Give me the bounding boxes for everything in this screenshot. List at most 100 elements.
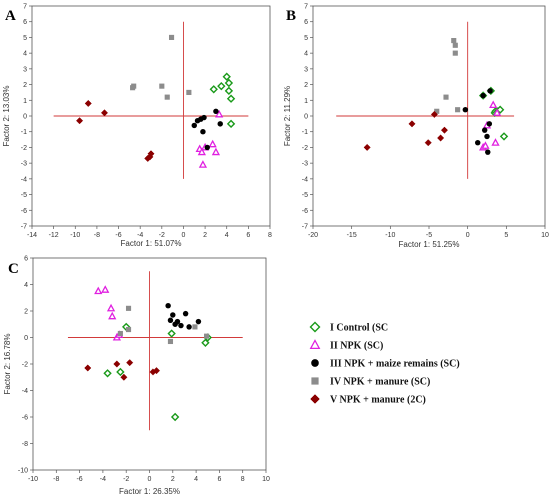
panel-b-x-tick-label: 5 (504, 232, 508, 239)
panel-a-y-tick-label: -5 (21, 192, 27, 199)
panel-c-x-tick-label: -6 (76, 476, 82, 483)
panel-a-x-tick-label: -4 (137, 232, 143, 239)
panel-c-letter: C (8, 261, 19, 277)
panel-a-y-tick-label: -1 (21, 129, 27, 136)
panel-a-data-point (76, 117, 84, 125)
panel-c-data-point (120, 373, 128, 381)
panel-b-data-point (462, 106, 469, 113)
panel-b-data-point (430, 110, 438, 118)
panel-a-y-tick-label: 4 (23, 51, 27, 58)
panel-c-chart: -10 -8 -6 -4 -2 0 2 4 6 8 10 -10 -8 -6 -4 -2 0 2 4 6 Factor … (3, 256, 270, 497)
panel-c-data-point (152, 367, 161, 375)
panel-a-data-point (168, 34, 175, 40)
legend-label: IV NPK + manure (SC) (330, 377, 430, 388)
panel-a-data-point (224, 78, 234, 88)
panel-c-y-tick-label: -6 (22, 415, 28, 422)
panel-a-x-tick-label: -14 (27, 232, 37, 239)
panel-c-data-point (113, 360, 121, 368)
panel-a-x-tick-label: 6 (246, 232, 250, 239)
legend-label: V NPK + manure (2C) (330, 395, 426, 406)
panel-b-data-point (452, 50, 458, 56)
panel-a-data-point (211, 147, 221, 156)
panel-b-data-point (437, 134, 445, 142)
panel-b-x-tick-label: -15 (347, 232, 357, 239)
panel-c-data-point (108, 311, 117, 320)
legend-marker-3 (311, 377, 319, 385)
panel-a-y-axis-title: Factor 2: 13.03% (2, 86, 11, 147)
panel-c-data-point (170, 412, 180, 422)
legend-marker-1 (309, 339, 321, 350)
panel-b-y-tick-label: -2 (302, 145, 308, 152)
panel-a-chart: -14 -12 -10 -8 -6 -4 -2 0 2 4 6 8-7-6-5-4-3-2-10123… (2, 4, 272, 249)
panel-c-data-point (101, 285, 110, 293)
panel-a-y-tick-label: 6 (23, 19, 27, 26)
panel-b-y-axis-title: Factor 2: 11.29% (283, 86, 292, 146)
panel-c-data-point (116, 367, 125, 377)
panel-c-y-tick-label: -10 (18, 468, 28, 475)
panel-b-data-point (455, 107, 461, 113)
panel-c-data-point (186, 324, 192, 330)
panel-c-x-tick-label: 2 (171, 476, 175, 483)
panel-b-x-tick-label: -10 (385, 232, 395, 239)
panel-a-y-tick-label: 7 (23, 4, 27, 11)
panel-a-data-point (222, 72, 231, 81)
panel-a-data-point (191, 122, 197, 129)
panel-a-x-tick-label: 4 (225, 232, 229, 239)
panel-b-letter: B (286, 8, 296, 24)
panel-a-x-tick-label: -2 (159, 232, 165, 239)
panel-c-x-axis-title: Factor 1: 26.35% (119, 487, 180, 496)
panel-a-data-point (226, 119, 236, 129)
panel-a-data-point (159, 83, 165, 89)
panel-c-y-tick-label: 0 (24, 335, 28, 342)
panel-c-data-point (178, 322, 184, 329)
panel-b-y-tick-label: 7 (304, 4, 308, 11)
panel-c-data-point (125, 326, 132, 333)
panel-b-data-point (451, 38, 457, 44)
panel-a-data-point (84, 99, 92, 107)
panel-c-y-tick-label: 4 (24, 282, 28, 289)
panel-a-letter: A (5, 8, 16, 24)
panel-a-y-tick-label: -4 (21, 176, 27, 183)
panel-a-y-tick-label: -2 (21, 145, 27, 152)
panel-b-y-tick-label: -1 (302, 129, 308, 136)
panel-a-data-point (198, 160, 208, 168)
legend-marker-0 (309, 321, 321, 333)
panel-c-data-point (103, 369, 112, 378)
panel-a-x-tick-label: 0 (182, 232, 186, 239)
panel-b-y-tick-label: -3 (302, 161, 308, 168)
panel-b-y-tick-label: 6 (304, 19, 308, 26)
panel-b-y-tick-label: -5 (302, 192, 308, 199)
panel-c-y-tick-label: -4 (22, 388, 28, 395)
panel-b-x-tick-label: 0 (466, 232, 470, 239)
legend-marker-4 (310, 394, 320, 404)
panel-b-y-tick-label: -4 (302, 176, 308, 183)
panel-a-data-point (217, 121, 223, 127)
panel-c-data-point (192, 324, 198, 330)
panel-a-x-tick-label: -8 (94, 232, 100, 239)
panel-c-x-tick-label: -10 (28, 476, 38, 483)
panel-a-y-tick-label: 1 (23, 98, 27, 105)
panel-b-x-tick-label: -20 (308, 232, 318, 239)
panel-a-data-point (146, 153, 154, 161)
panel-c-data-point (167, 329, 176, 338)
panel-c-x-tick-label: -8 (53, 476, 59, 483)
panel-a-data-point (213, 108, 219, 115)
panel-b-data-point (424, 139, 432, 147)
panel-c-data-point (195, 318, 202, 325)
panel-b-data-point (487, 88, 493, 94)
panel-b-y-tick-label: -6 (302, 208, 308, 215)
legend: I Control (SC II NPK (SC) III NPK + maize … (309, 321, 460, 406)
panel-a-y-tick-label: 5 (23, 35, 27, 42)
panel-b-x-axis-title: Factor 1: 51.25% (399, 240, 460, 249)
panel-b-x-tick-label: 10 (541, 232, 549, 239)
panel-c-x-tick-label: 4 (194, 476, 198, 483)
panel-b-data-point (499, 132, 509, 141)
panel-a-y-tick-label: -7 (21, 224, 27, 231)
panel-c-y-tick-label: -8 (22, 441, 28, 448)
panel-b-data-point (492, 108, 502, 116)
panel-b-y-tick-label: 3 (304, 66, 308, 73)
panel-a-x-tick-label: -6 (115, 232, 121, 239)
panel-b-y-tick-label: 0 (304, 114, 308, 121)
panel-b-chart: -20 -15 -10 -5 0 5 10-7-6-5-4-3-2-101234567Fac… (283, 4, 549, 250)
